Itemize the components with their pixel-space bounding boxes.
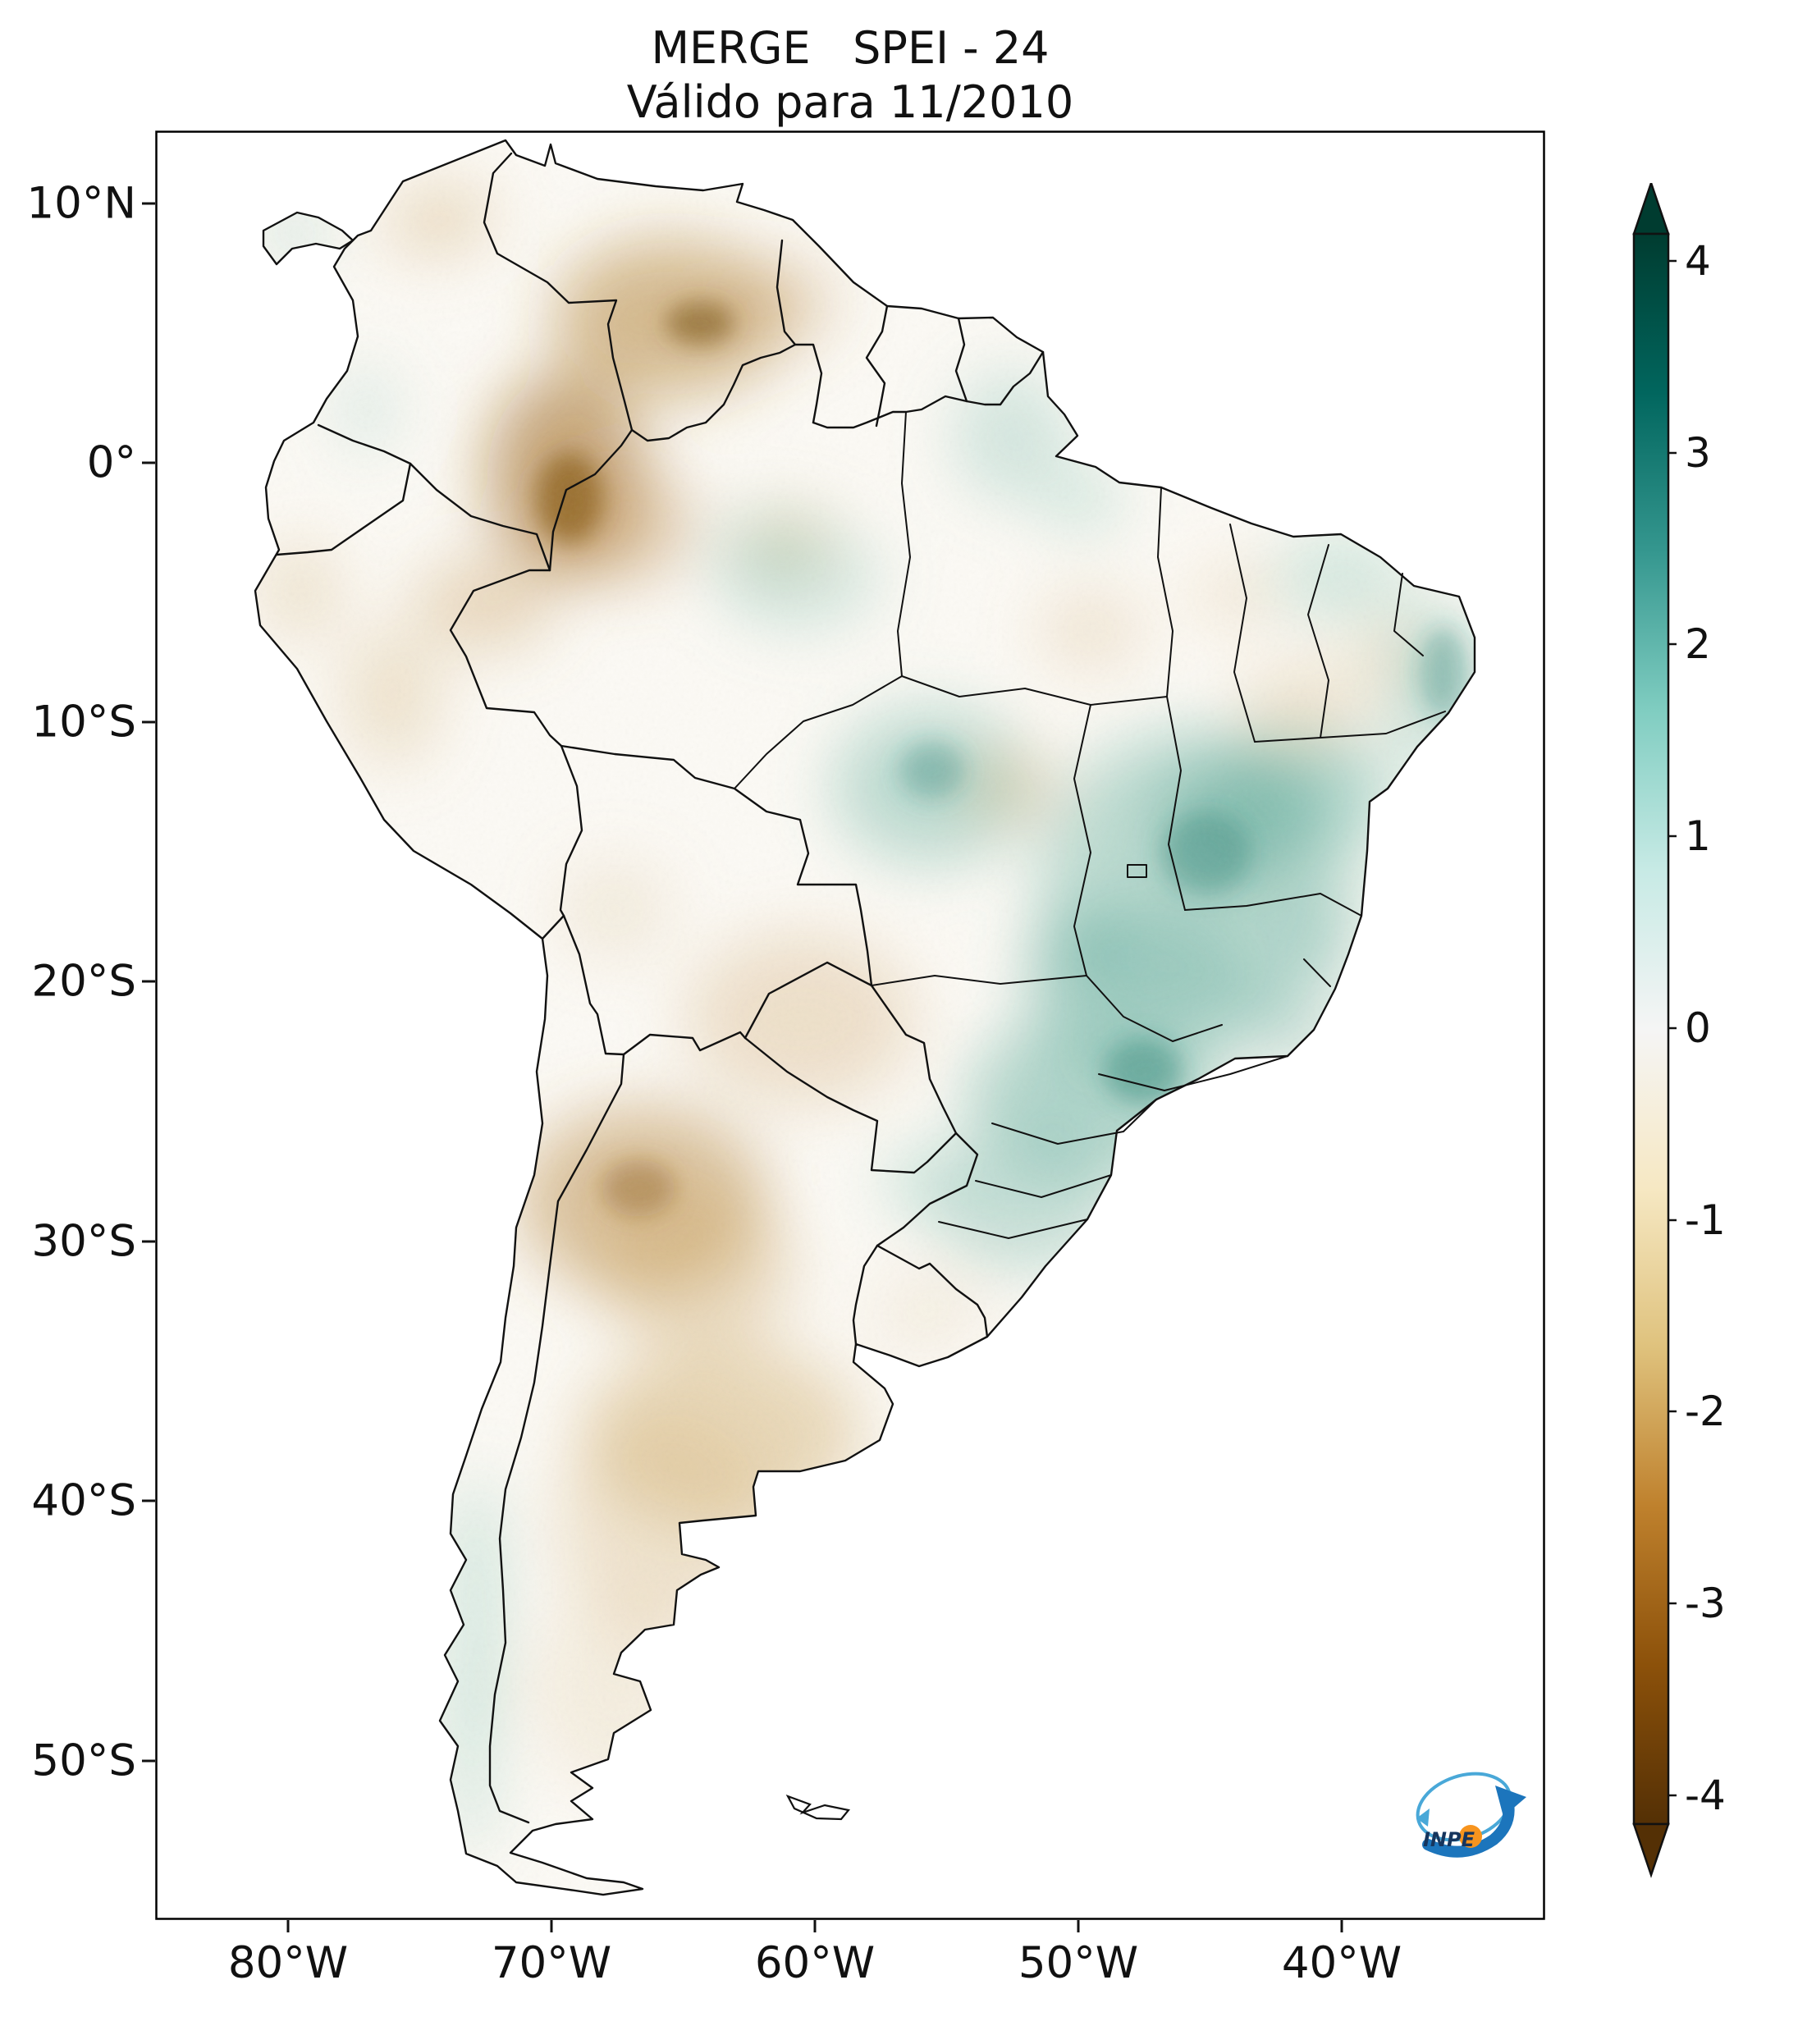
colorbar-tick-marks — [1668, 259, 1677, 1797]
south-america-map — [155, 130, 1545, 1920]
colorbar-gradient — [1632, 232, 1670, 1826]
colorbar-tick-label: 4 — [1685, 237, 1711, 285]
colorbar-extend-min — [1632, 1822, 1670, 1878]
country-borders — [254, 139, 1476, 1896]
x-axis-tick-label: 60°W — [754, 1938, 876, 1988]
y-axis-tick-mark — [142, 980, 155, 983]
y-axis-tick-label: 40°S — [31, 1475, 136, 1526]
inpe-orbit-arrowhead-icon — [1416, 1809, 1430, 1827]
y-axis-tick-mark — [142, 202, 155, 205]
inpe-logo: INPE — [1416, 1772, 1526, 1858]
inpe-logo-text: INPE — [1423, 1828, 1475, 1851]
inpe-ball-icon — [1459, 1825, 1482, 1848]
y-axis-tick-label: 10°S — [31, 697, 136, 748]
colorbar-tick-label: 2 — [1685, 620, 1711, 668]
colorbar-tick-label: 3 — [1685, 429, 1711, 477]
y-axis-tick-label: 10°N — [26, 178, 136, 229]
colorbar: 4 3 2 1 0 -1 -2 -3 -4 — [1632, 183, 1726, 1878]
x-axis-tick-mark — [286, 1920, 290, 1932]
plot-frame — [155, 130, 1545, 1920]
x-axis-tick-label: 70°W — [491, 1938, 612, 1988]
field-grain-texture — [255, 140, 1475, 1895]
x-axis-tick-mark — [1077, 1920, 1080, 1932]
colorbar-tick-label: -4 — [1685, 1772, 1726, 1819]
x-axis-tick-mark — [550, 1920, 553, 1932]
colorbar-tick-label: -3 — [1685, 1580, 1726, 1627]
falkland-islands — [785, 1794, 851, 1821]
y-axis-tick-mark — [142, 1759, 155, 1763]
y-axis-tick-label: 30°S — [31, 1216, 136, 1267]
spei-field-blobs — [255, 140, 1475, 1895]
figure-title: MERGE SPEI - 24 Válido para 11/2010 — [155, 21, 1545, 130]
y-axis-tick-mark — [142, 461, 155, 464]
colorbar-tick-label: -1 — [1685, 1196, 1726, 1244]
y-axis-tick-label: 20°S — [31, 956, 136, 1007]
x-axis-tick-mark — [813, 1920, 817, 1932]
colorbar-extend-max — [1632, 183, 1670, 235]
x-axis-tick-label: 50°W — [1018, 1938, 1139, 1988]
x-axis-tick-mark — [1340, 1920, 1343, 1932]
inpe-arrow-head-icon — [1495, 1786, 1526, 1817]
colorbar-tick-label: 0 — [1685, 1004, 1711, 1052]
figure-title-line1: MERGE SPEI - 24 — [651, 22, 1050, 74]
y-axis-tick-mark — [142, 720, 155, 724]
inpe-arrow-icon — [1422, 1798, 1515, 1858]
x-axis-tick-label: 40°W — [1281, 1938, 1402, 1988]
colorbar-tick-label: -2 — [1685, 1388, 1726, 1435]
state-borders — [734, 411, 1446, 1239]
y-axis-tick-label: 50°S — [31, 1735, 136, 1786]
y-axis-tick-mark — [142, 1240, 155, 1243]
y-axis-tick-label: 0° — [86, 437, 136, 488]
y-axis-tick-mark — [142, 1499, 155, 1502]
colorbar-tick-label: 1 — [1685, 812, 1711, 860]
x-axis-tick-label: 80°W — [227, 1938, 349, 1988]
figure-title-line2: Válido para 11/2010 — [626, 76, 1074, 128]
